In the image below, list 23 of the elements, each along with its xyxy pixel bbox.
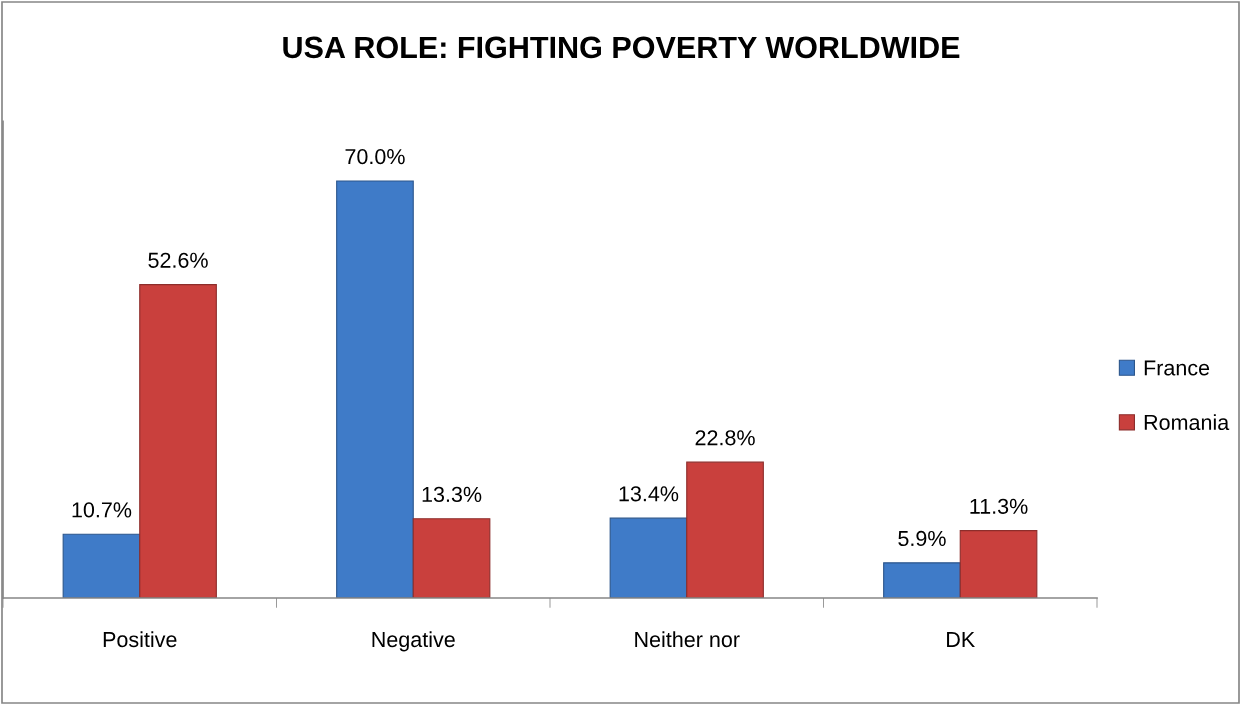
data-label: 70.0% bbox=[345, 148, 405, 165]
bar bbox=[609, 517, 688, 598]
data-label: 10.7% bbox=[72, 502, 132, 518]
bar bbox=[139, 284, 217, 598]
legend-label: Romania bbox=[1144, 414, 1230, 431]
data-label: 11.3% bbox=[970, 498, 1028, 514]
data-label: 5.9% bbox=[898, 530, 946, 547]
x-tick-label: DK bbox=[947, 632, 975, 647]
bar bbox=[412, 518, 491, 598]
data-label: 13.4% bbox=[619, 486, 679, 502]
bar bbox=[883, 562, 961, 598]
x-tick-label: Negative bbox=[372, 631, 455, 652]
bar bbox=[62, 533, 141, 598]
x-tick-label: Neither nor bbox=[635, 631, 740, 648]
data-label: 52.6% bbox=[148, 252, 208, 268]
x-tick-label: Positive bbox=[103, 631, 177, 648]
chart-title: USA ROLE: FIGHTING POVERTY WORLDWIDE bbox=[283, 36, 960, 59]
bar bbox=[959, 530, 1038, 598]
data-label: 22.8% bbox=[695, 430, 755, 446]
data-label: 13.3% bbox=[422, 486, 482, 503]
bar bbox=[336, 180, 414, 598]
legend-label: France bbox=[1144, 360, 1210, 376]
bar bbox=[686, 461, 764, 598]
